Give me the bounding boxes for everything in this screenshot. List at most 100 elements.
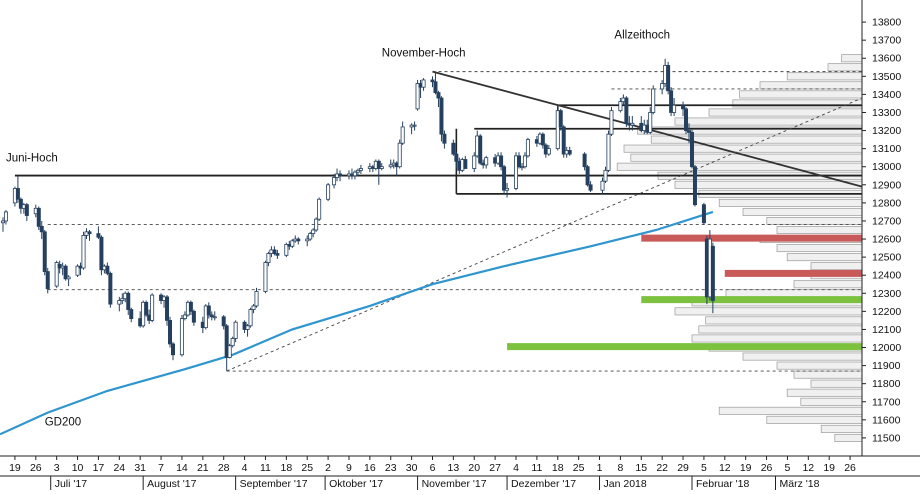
x-tick-label: 19 — [9, 462, 21, 474]
candle-body-down — [669, 90, 674, 113]
candle-body-down — [338, 173, 343, 177]
candle-body-up — [314, 218, 319, 231]
volume-profile-bar — [725, 289, 863, 298]
volume-profile — [616, 54, 863, 442]
candle-body-up — [326, 184, 331, 200]
candle-body-down — [108, 272, 113, 305]
candle-body-up — [648, 112, 653, 133]
candle-body-up — [618, 101, 623, 112]
candle-body-down — [96, 233, 101, 238]
candle-body-up — [421, 79, 426, 88]
candle-body-up — [415, 83, 420, 110]
candle-body-up — [212, 316, 217, 319]
candle-body-up — [245, 325, 250, 330]
month-label: März '18 — [780, 478, 820, 490]
x-tick-label: 10 — [72, 462, 84, 474]
x-tick-label: 27 — [489, 462, 501, 474]
candle-body-down — [433, 81, 438, 93]
x-tick-label: 13 — [448, 462, 460, 474]
candle-body-up — [54, 262, 59, 287]
candle-body-down — [39, 225, 44, 233]
candles — [0, 58, 715, 372]
month-label: September '17 — [240, 478, 308, 490]
candle-body-up — [606, 133, 611, 171]
candle-body-up — [660, 83, 665, 90]
price-zone — [641, 234, 862, 242]
x-tick-label: 26 — [30, 462, 42, 474]
y-tick-label: 12200 — [872, 306, 901, 318]
candle-body-up — [603, 169, 608, 182]
x-tick-label: 7 — [158, 462, 164, 474]
y-tick-label: 12100 — [872, 324, 901, 336]
month-label: Jan 2018 — [604, 478, 647, 490]
candle-body-down — [687, 130, 692, 133]
x-tick-label: 14 — [176, 462, 188, 474]
y-tick-label: 12300 — [872, 288, 901, 300]
y-tick-label: 11500 — [872, 432, 901, 444]
x-tick-label: 16 — [364, 462, 376, 474]
candle-body-up — [630, 122, 635, 126]
candle-body-up — [0, 220, 5, 224]
candle-body-down — [681, 104, 686, 110]
horizontal-levels — [14, 71, 862, 372]
month-label: Dezember '17 — [511, 478, 576, 490]
candle-body-down — [45, 271, 50, 290]
volume-profile-bar — [691, 334, 863, 343]
volume-profile-bar — [718, 198, 863, 207]
x-tick-label: 5 — [701, 462, 707, 474]
volume-profile-bar — [742, 207, 863, 216]
x-tick-label: 12 — [802, 462, 814, 474]
candle-body-up — [519, 166, 524, 169]
candle-body-up — [182, 314, 187, 319]
candle-body-down — [87, 231, 92, 235]
y-tick-label: 13500 — [872, 71, 901, 83]
volume-profile-bar — [698, 325, 863, 334]
candle-body-up — [412, 124, 417, 127]
candle-body-down — [666, 65, 671, 92]
volume-profile-bar — [810, 379, 863, 388]
candle-body-up — [305, 238, 310, 242]
annotation-label: GD200 — [45, 416, 81, 428]
candle-body-down — [275, 253, 280, 256]
gd200-moving-average — [0, 210, 714, 436]
volume-profile-bar — [616, 162, 863, 171]
candle-body-up — [266, 253, 271, 263]
volume-profile-bar — [650, 135, 863, 144]
y-tick-label: 13000 — [872, 161, 901, 173]
candle-body-up — [522, 155, 527, 168]
x-tick-label: 11 — [260, 462, 271, 474]
month-label: Juli '17 — [55, 478, 88, 490]
candle-body-down — [582, 153, 587, 168]
candle-body-down — [144, 301, 149, 316]
candle-body-up — [203, 305, 208, 329]
candle-body-down — [516, 155, 521, 168]
candle-body-down — [439, 97, 444, 135]
candle-body-up — [472, 155, 477, 169]
x-tick-label: 12 — [719, 462, 731, 474]
candle-body-down — [376, 160, 381, 169]
candle-body-up — [505, 188, 510, 191]
volume-profile-bar — [810, 262, 863, 271]
month-label: November '17 — [422, 478, 487, 490]
volume-profile-bar — [834, 433, 863, 442]
x-tick-label: 29 — [677, 462, 689, 474]
candle-body-up — [150, 294, 155, 321]
x-tick-label: 23 — [385, 462, 397, 474]
y-tick-label: 11900 — [872, 360, 901, 372]
candle-body-up — [514, 155, 519, 189]
candle-body-up — [308, 233, 313, 240]
y-tick-label: 11700 — [872, 396, 901, 408]
candle-body-up — [651, 88, 656, 113]
volume-profile-bar — [776, 244, 863, 253]
month-label: August '17 — [147, 478, 196, 490]
candle-body-down — [430, 79, 435, 83]
y-tick-label: 13600 — [872, 53, 901, 65]
volume-profile-bar — [786, 388, 863, 397]
candle-body-down — [191, 310, 196, 323]
y-tick-label: 12500 — [872, 252, 901, 264]
x-tick-label: 2 — [325, 462, 331, 474]
candle-body-up — [284, 244, 289, 256]
x-tick-label: 24 — [113, 462, 125, 474]
candle-body-down — [170, 343, 175, 356]
